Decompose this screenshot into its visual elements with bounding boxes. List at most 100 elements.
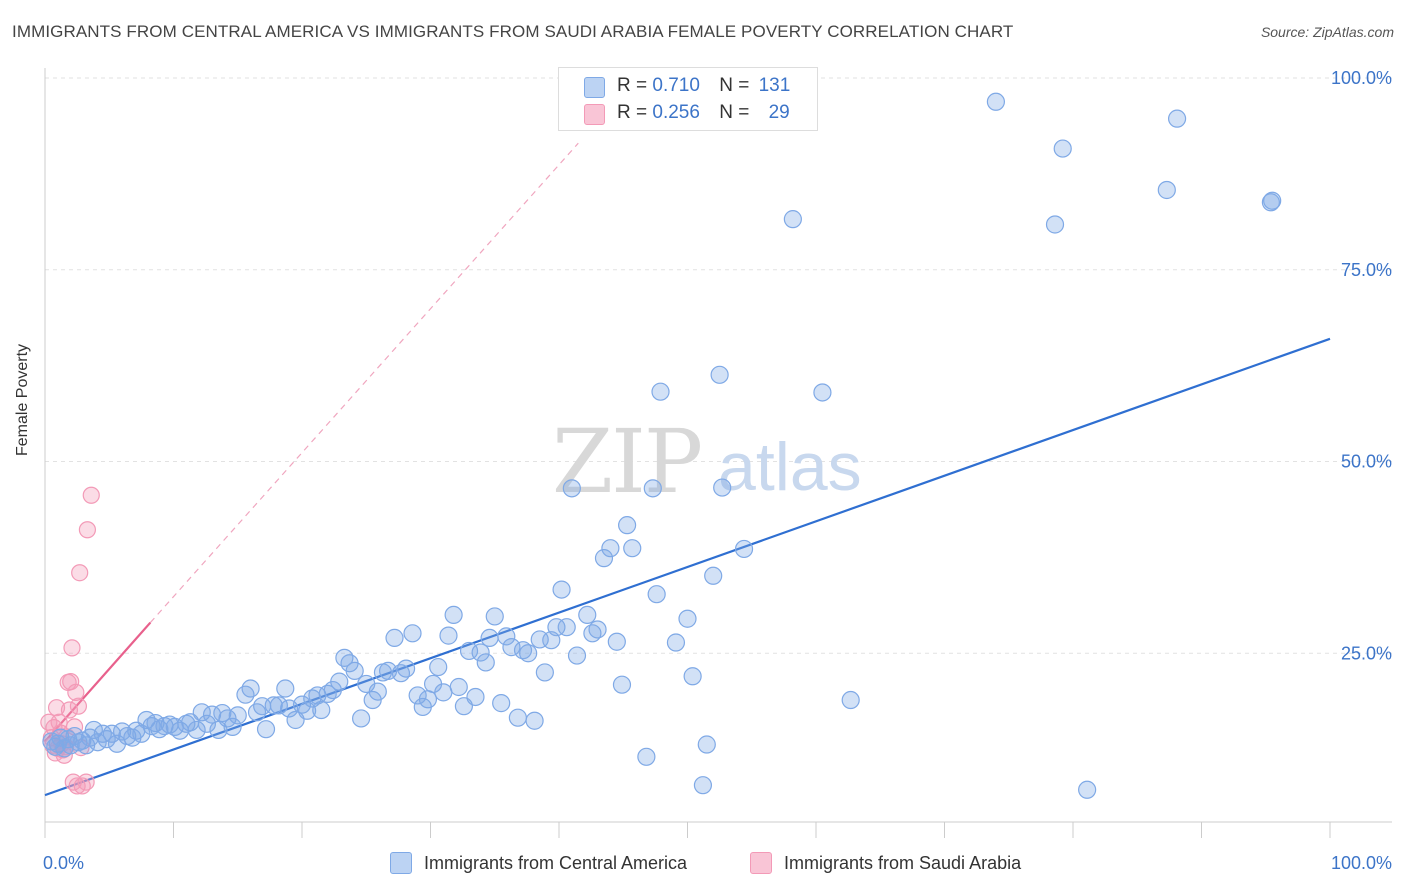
legend-stats: R = 0.710 N = 131 R = 0.256 N = 29 xyxy=(558,67,818,131)
data-point-central-america xyxy=(385,628,404,648)
data-point-central-america xyxy=(97,730,116,749)
data-point-central-america xyxy=(418,690,438,709)
legend-swatch-pink xyxy=(750,852,772,874)
data-point-central-america xyxy=(618,516,637,535)
data-point-saudi-arabia xyxy=(77,773,95,791)
data-point-central-america xyxy=(228,706,247,725)
data-point-central-america xyxy=(693,776,713,795)
x-tick-label: 0.0% xyxy=(43,853,84,873)
watermark-atlas: atlas xyxy=(718,429,862,505)
data-point-central-america xyxy=(352,709,371,728)
data-point-central-america xyxy=(647,585,666,604)
y-tick-label: 25.0% xyxy=(1341,643,1392,663)
data-point-central-america xyxy=(476,653,495,672)
data-point-saudi-arabia xyxy=(69,697,88,715)
data-point-central-america xyxy=(444,605,463,625)
r-value: 0.710 xyxy=(652,75,700,96)
data-point-central-america xyxy=(335,648,354,667)
legend-item-central-america[interactable]: Immigrants from Central America xyxy=(390,852,687,874)
data-point-central-america xyxy=(704,566,723,585)
data-point-central-america xyxy=(547,618,566,637)
n-value: 29 xyxy=(768,102,790,123)
data-point-central-america xyxy=(623,539,642,558)
data-point-central-america xyxy=(535,663,554,682)
x-tick-label: 100.0% xyxy=(1331,853,1392,873)
trend-line-saudi-arabia xyxy=(44,621,152,743)
data-point-central-america xyxy=(1045,215,1065,234)
data-point-central-america xyxy=(525,711,544,730)
data-point-saudi-arabia xyxy=(67,683,85,701)
data-point-central-america xyxy=(601,539,620,558)
data-point-central-america xyxy=(466,687,485,707)
data-point-saudi-arabia xyxy=(63,639,81,657)
data-point-central-america xyxy=(223,717,242,736)
y-tick-label: 50.0% xyxy=(1341,452,1392,472)
data-point-saudi-arabia xyxy=(62,673,80,691)
data-point-central-america xyxy=(403,624,422,643)
data-point-central-america xyxy=(459,641,479,661)
n-value: 131 xyxy=(758,75,791,96)
tick-labels: 25.0% 50.0% 75.0% 100.0% 0.0% 100.0% xyxy=(43,68,1392,873)
r-label: R = xyxy=(617,102,648,123)
data-point-central-america xyxy=(408,686,427,705)
data-point-central-america xyxy=(492,694,511,713)
data-point-saudi-arabia xyxy=(60,701,79,719)
data-point-central-america xyxy=(578,605,597,625)
data-point-central-america xyxy=(678,609,697,628)
data-point-central-america xyxy=(1157,180,1176,200)
legend-label: Immigrants from Saudi Arabia xyxy=(784,852,1022,873)
data-point-central-america xyxy=(312,700,331,720)
data-point-central-america xyxy=(588,620,607,639)
n-label: N = xyxy=(719,102,750,123)
data-point-central-america xyxy=(330,672,349,691)
data-point-central-america xyxy=(241,679,260,698)
data-point-central-america xyxy=(697,735,716,754)
y-tick-label: 100.0% xyxy=(1331,68,1392,88)
data-point-central-america xyxy=(710,365,729,384)
r-value: 0.256 xyxy=(652,102,700,123)
data-point-central-america xyxy=(683,667,702,686)
trend-line-central-america xyxy=(44,337,1331,797)
series-central-america xyxy=(42,92,1282,799)
data-point-central-america xyxy=(471,643,490,662)
data-point-central-america xyxy=(368,682,387,701)
data-point-saudi-arabia xyxy=(47,699,66,717)
data-point-central-america xyxy=(132,724,151,743)
data-point-central-america xyxy=(986,92,1006,111)
trend-lines xyxy=(44,142,1331,797)
data-point-saudi-arabia xyxy=(71,564,89,582)
data-point-central-america xyxy=(713,478,732,497)
data-point-central-america xyxy=(497,627,516,646)
grid xyxy=(45,77,1392,654)
data-point-central-america xyxy=(449,677,468,697)
data-point-saudi-arabia xyxy=(68,777,86,795)
data-point-central-america xyxy=(783,210,802,229)
data-point-central-america xyxy=(643,479,662,498)
data-point-central-america xyxy=(264,696,283,715)
data-point-central-america xyxy=(1167,109,1187,128)
source-label: Source: ZipAtlas.com xyxy=(1260,24,1394,40)
r-label: R = xyxy=(617,75,648,96)
legend-item-saudi-arabia[interactable]: Immigrants from Saudi Arabia xyxy=(750,852,1021,874)
data-point-central-america xyxy=(480,628,499,648)
data-point-central-america xyxy=(150,720,169,739)
data-point-central-america xyxy=(1078,780,1097,799)
data-point-central-america xyxy=(651,382,670,401)
data-point-central-america xyxy=(429,657,448,677)
data-point-central-america xyxy=(276,679,295,698)
data-point-central-america xyxy=(439,626,458,645)
data-point-central-america xyxy=(508,708,527,727)
data-point-saudi-arabia xyxy=(78,521,97,539)
data-point-saudi-arabia xyxy=(82,486,100,504)
n-label: N = xyxy=(719,75,750,96)
data-point-central-america xyxy=(666,633,686,652)
y-tick-label: 75.0% xyxy=(1341,260,1392,280)
legend-swatch-blue xyxy=(584,77,605,98)
data-point-central-america xyxy=(607,632,626,651)
data-point-central-america xyxy=(1261,193,1280,212)
trend-line-saudi-arabia-extension xyxy=(149,142,579,623)
data-point-central-america xyxy=(213,703,232,723)
watermark-zip: ZIP xyxy=(552,410,701,513)
data-point-central-america xyxy=(502,638,521,657)
